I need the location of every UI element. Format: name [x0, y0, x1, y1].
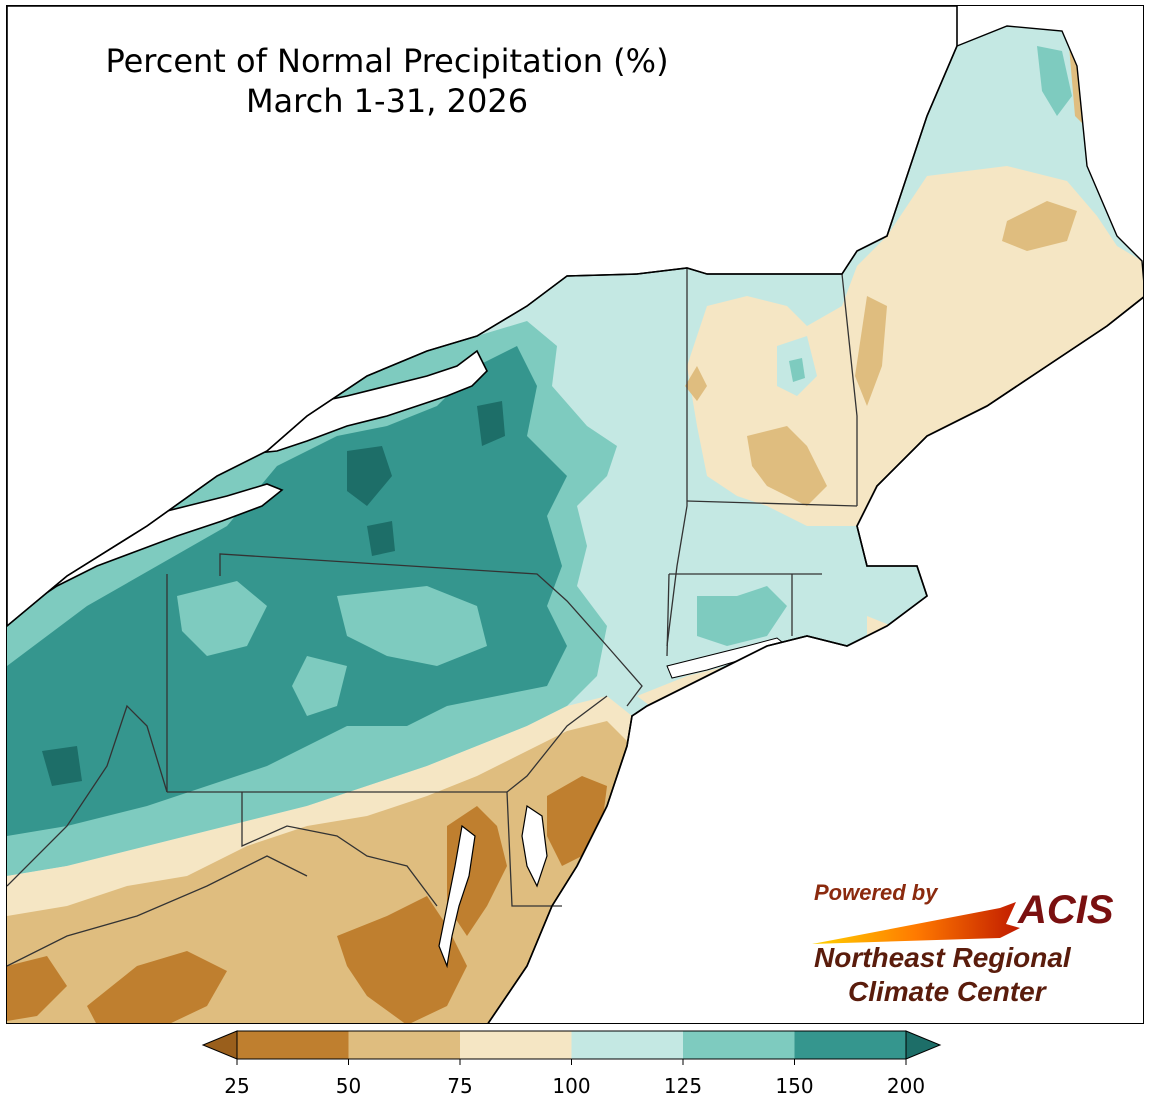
map-subtitle: March 1-31, 2026	[245, 82, 529, 120]
colorbar-swatch	[460, 1031, 572, 1059]
colorbar-ticks: 25 50 75 100 125 150 200	[224, 1059, 925, 1098]
region-75-100-east	[687, 166, 1143, 526]
ny-pa-border	[219, 553, 643, 707]
colorbar-tick-label: 25	[224, 1074, 249, 1098]
powered-by-label: Powered by	[814, 880, 938, 905]
colorbar-tick-label: 125	[664, 1074, 702, 1098]
region-150-200-core	[7, 346, 567, 836]
chesapeake-bay	[438, 824, 476, 969]
colorbar-swatch	[237, 1031, 349, 1059]
region-25-50-south	[87, 951, 227, 1023]
region-25-50-nj	[547, 776, 607, 866]
state-boundaries	[7, 268, 858, 967]
org-name-line-2: Climate Center	[848, 976, 1046, 1007]
region-50-75-south	[7, 721, 627, 1023]
ma-north-border	[686, 500, 858, 507]
region-50-75-maine-2	[855, 296, 887, 406]
colorbar-swatches	[201, 1030, 942, 1060]
precipitation-map	[7, 6, 1143, 1023]
region-over-200-4	[477, 401, 505, 446]
map-frame: Percent of Normal Precipitation (%) Marc…	[6, 5, 1144, 1024]
region-125-150-pocket-1	[337, 586, 487, 666]
region-25-50-south-2	[337, 896, 467, 1023]
map-title: Percent of Normal Precipitation (%)	[105, 42, 669, 80]
acis-swoosh-icon	[812, 902, 1020, 944]
org-name-line-1: Northeast Regional	[814, 942, 1071, 973]
acis-nrcc-logo: Powered by ACIS Northeast Regional Clima…	[810, 880, 1130, 1010]
colorbar-under-arrow	[201, 1030, 238, 1060]
region-50-75-vt	[685, 366, 707, 401]
region-25-50-sw	[7, 956, 67, 1021]
colorbar-legend: 25 50 75 100 125 150 200	[201, 1030, 942, 1098]
colorbar-over-arrow	[905, 1030, 942, 1060]
pa-east-border	[506, 695, 608, 793]
wv-border	[7, 704, 168, 887]
region-50-75-maine	[1002, 201, 1077, 251]
region-125-150-pocket-2	[177, 581, 267, 656]
region-125-150-maine-north	[1037, 46, 1072, 116]
colorbar-tick-label: 75	[447, 1074, 472, 1098]
region-over-200-1	[347, 446, 392, 506]
acis-wordmark: ACIS	[1018, 888, 1114, 932]
va-wv-border	[7, 855, 308, 967]
colorbar-tick-label: 200	[887, 1074, 925, 1098]
region-125-150-pocket-3	[292, 656, 347, 716]
colorbar-tick-label: 100	[552, 1074, 590, 1098]
colorbar-swatch	[794, 1031, 906, 1059]
delaware-bay	[521, 804, 548, 888]
region-125-150-nh-pocket	[789, 358, 805, 382]
colorbar-tick-label: 150	[775, 1074, 813, 1098]
va-md-border	[241, 792, 438, 907]
region-50-75-nh	[747, 426, 827, 506]
colorbar-swatch	[571, 1031, 683, 1059]
ny-vt-border	[666, 268, 688, 647]
md-de-border	[506, 791, 562, 907]
canada-border	[7, 25, 1143, 627]
colorbar-swatch	[683, 1031, 795, 1059]
ny-ct-border	[666, 573, 670, 657]
coastline	[487, 296, 1143, 1023]
maine-north-blank	[1062, 6, 1143, 261]
vt-nh-border	[841, 273, 858, 506]
region-over-200-2	[42, 746, 82, 786]
region-over-200-3	[367, 521, 395, 556]
region-125-150-ct	[697, 586, 787, 646]
colorbar-tick-label: 50	[336, 1074, 361, 1098]
colorbar-swatch	[348, 1031, 460, 1059]
